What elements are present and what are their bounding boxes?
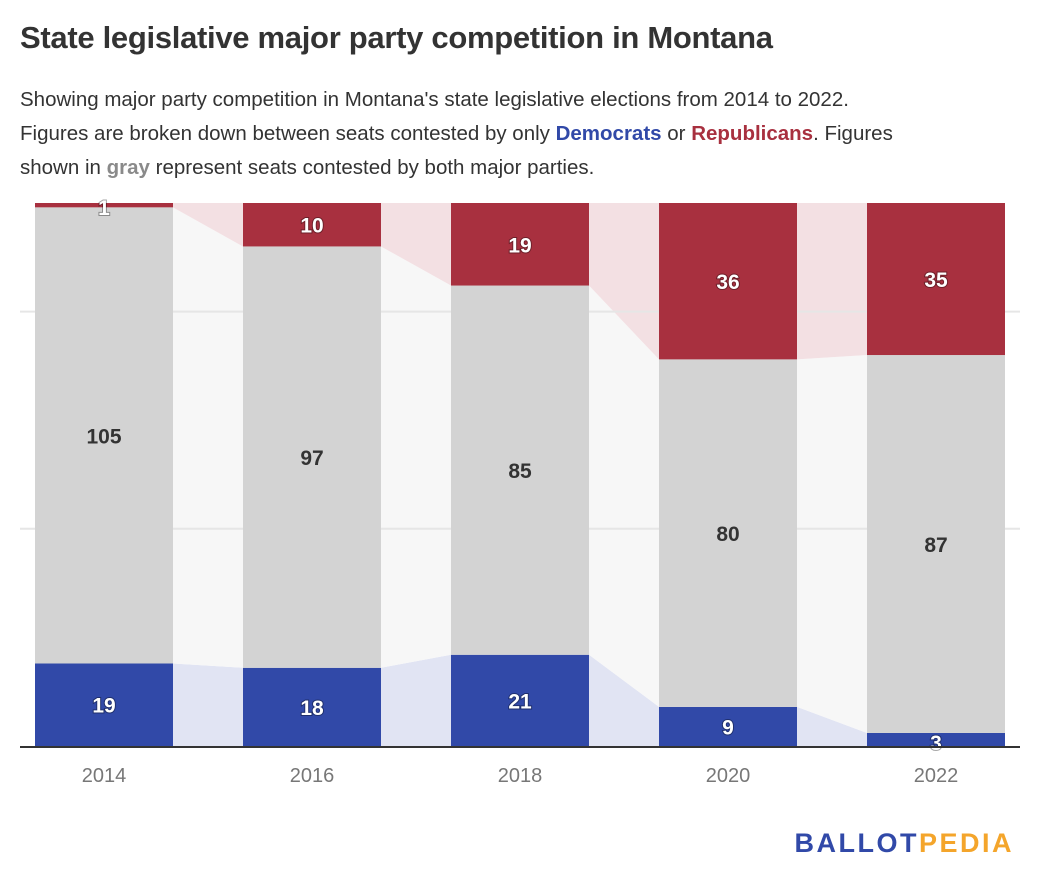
subtitle-or: or: [661, 122, 692, 145]
band-both-2016-2018: [381, 246, 451, 668]
label-both-2018: 85: [508, 460, 532, 483]
legend-gray: gray: [106, 156, 150, 179]
legend-democrats: Democrats: [555, 122, 662, 145]
logo-pedia: PEDIA: [918, 828, 1014, 858]
bar-both-2022[interactable]: [867, 355, 1005, 733]
label-both-2014: 105: [86, 425, 121, 448]
label-republicans-2016: 10: [300, 215, 323, 238]
bar-democrats-2018[interactable]: [451, 654, 589, 746]
label-democrats-2022: 3: [930, 732, 942, 755]
bar-both-2018[interactable]: [451, 285, 589, 655]
bar-democrats-2016[interactable]: [243, 667, 381, 746]
band-both-2020-2022: [797, 355, 867, 733]
label-both-2016: 97: [300, 447, 323, 470]
label-democrats-2018: 21: [508, 690, 532, 713]
connector-bands: [173, 203, 867, 746]
bar-republicans-2016[interactable]: [243, 203, 381, 247]
x-tick-2016: 2016: [290, 765, 335, 787]
bar-democrats-2014[interactable]: [35, 663, 173, 746]
chart-title: State legislative major party competitio…: [20, 20, 773, 55]
x-tick-2018: 2018: [498, 765, 543, 787]
subtitle-line3b: represent seats contested by both major …: [149, 156, 595, 179]
band-democrats-2018-2020: [589, 654, 659, 746]
band-both-2014-2016: [173, 207, 243, 668]
band-democrats-2016-2018: [381, 654, 451, 746]
bar-republicans-2018[interactable]: [451, 203, 589, 286]
bars: [35, 203, 1005, 746]
label-republicans-2022: 35: [924, 269, 948, 292]
band-republicans-2014-2016: [173, 203, 243, 247]
x-tick-2014: 2014: [82, 765, 127, 787]
x-tick-2022: 2022: [914, 765, 959, 787]
bar-both-2014[interactable]: [35, 207, 173, 664]
subtitle-line2a: Figures are broken down between seats co…: [20, 122, 556, 145]
x-tick-2020: 2020: [706, 765, 751, 787]
x-axis: 2014 2016 2018 2020 2022: [20, 746, 1020, 787]
subtitle-line3a: shown in: [20, 156, 107, 179]
data-labels: 19 105 1 18 97 10 21 85 19 9 80 36 3 87 35: [86, 196, 949, 756]
subtitle-line1: Showing major party competition in Monta…: [20, 88, 849, 111]
band-republicans-2020-2022: [797, 203, 867, 360]
band-both-2018-2020: [589, 285, 659, 707]
label-democrats-2020: 9: [722, 716, 734, 739]
label-republicans-2020: 36: [716, 271, 739, 294]
bar-both-2016[interactable]: [243, 246, 381, 668]
legend-republicans: Republicans: [691, 122, 814, 145]
band-republicans-2016-2018: [381, 203, 451, 286]
ballotpedia-logo: BALLOTPEDIA: [794, 828, 1014, 859]
bar-democrats-2020[interactable]: [659, 706, 797, 746]
chart-subtitle: Showing major party competition in Monta…: [20, 83, 1030, 185]
label-republicans-2018: 19: [508, 234, 531, 257]
bar-republicans-2020[interactable]: [659, 203, 797, 360]
label-both-2020: 80: [716, 523, 739, 546]
logo-ballot: BALLOT: [794, 828, 919, 858]
bar-republicans-2014[interactable]: [35, 203, 173, 208]
label-democrats-2014: 19: [92, 695, 115, 718]
label-democrats-2016: 18: [300, 697, 324, 720]
bar-both-2020[interactable]: [659, 359, 797, 707]
subtitle-line2b: . Figures: [813, 122, 893, 145]
band-republicans-2018-2020: [589, 203, 659, 360]
bar-democrats-2022[interactable]: [867, 732, 1005, 746]
band-democrats-2014-2016: [173, 663, 243, 746]
label-republicans-2014: 1: [98, 197, 110, 220]
band-democrats-2020-2022: [797, 706, 867, 746]
bar-republicans-2022[interactable]: [867, 203, 1005, 356]
label-both-2022: 87: [924, 534, 947, 557]
